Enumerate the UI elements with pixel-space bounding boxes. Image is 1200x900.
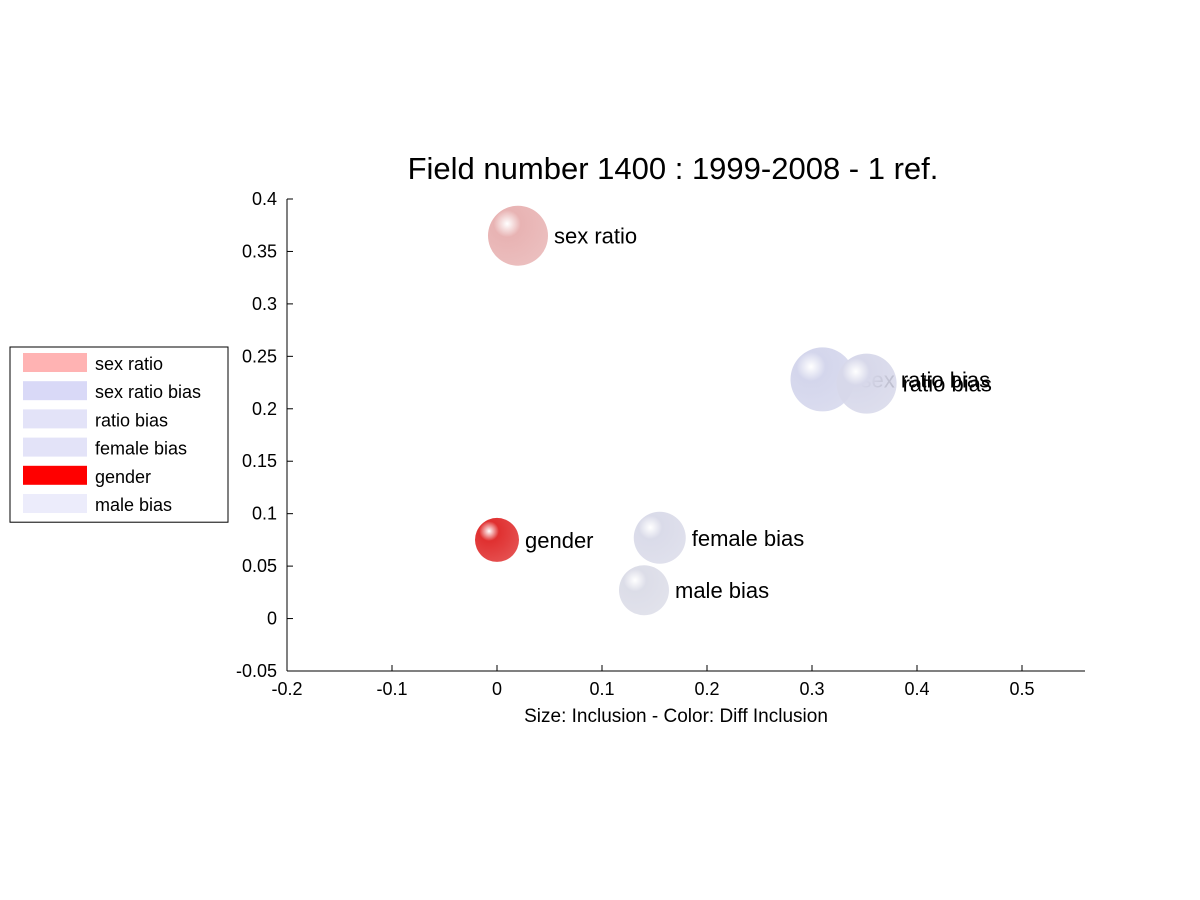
bubble bbox=[633, 511, 686, 564]
legend-label: sex ratio bias bbox=[95, 382, 201, 402]
y-tick-label: 0.4 bbox=[252, 189, 277, 209]
legend-label: female bias bbox=[95, 439, 187, 459]
x-tick-label: 0.3 bbox=[799, 679, 824, 699]
legend-label: ratio bias bbox=[95, 410, 168, 430]
legend-swatch bbox=[23, 465, 87, 485]
bubble-label: ratio bias bbox=[903, 372, 992, 397]
legend-label: sex ratio bbox=[95, 354, 163, 374]
x-axis-label: Size: Inclusion - Color: Diff Inclusion bbox=[524, 706, 828, 727]
y-tick-label: 0.2 bbox=[252, 399, 277, 419]
bubble bbox=[790, 347, 855, 412]
y-tick-label: -0.05 bbox=[236, 661, 277, 681]
bubble-label: female bias bbox=[692, 526, 805, 551]
x-tick-label: -0.1 bbox=[376, 679, 407, 699]
legend-swatch bbox=[23, 409, 87, 429]
bubble bbox=[619, 565, 669, 616]
y-tick-label: 0.1 bbox=[252, 504, 277, 524]
x-tick-label: 0 bbox=[492, 679, 502, 699]
legend-box bbox=[9, 346, 229, 523]
bubble-label: sex ratio bbox=[554, 224, 637, 249]
y-tick-label: 0.35 bbox=[242, 241, 277, 261]
legend-swatch bbox=[23, 437, 87, 457]
y-tick-label: 0.25 bbox=[242, 346, 277, 366]
x-tick-label: 0.1 bbox=[589, 679, 614, 699]
y-tick-label: 0.05 bbox=[242, 556, 277, 576]
legend-swatch bbox=[23, 381, 87, 401]
chart-title: Field number 1400 : 1999-2008 - 1 ref. bbox=[408, 151, 939, 186]
axes: -0.2 -0.1 0 0.1 0.2 0.3 0.4 0.5 -0.05 0 0.05 0.1 0.1… bbox=[236, 189, 1085, 699]
y-tick-label: 0.3 bbox=[252, 294, 277, 314]
legend-label: male bias bbox=[95, 495, 172, 515]
x-tick-label: 0.2 bbox=[694, 679, 719, 699]
bubble-label: male bias bbox=[675, 578, 769, 603]
x-tick-label: 0.5 bbox=[1009, 679, 1034, 699]
y-tick-label: 0 bbox=[267, 609, 277, 629]
bubble-label: gender bbox=[525, 528, 594, 553]
bubble bbox=[488, 205, 548, 266]
bubble bbox=[475, 517, 519, 562]
legend: sex ratio sex ratio bias ratio bias female … bbox=[9, 346, 229, 523]
legend-swatch bbox=[23, 353, 87, 372]
x-tick-label: 0.4 bbox=[904, 679, 929, 699]
x-tick-label: -0.2 bbox=[271, 679, 302, 699]
y-tick-label: 0.15 bbox=[242, 451, 277, 471]
legend-swatch bbox=[23, 494, 87, 513]
bubble bbox=[836, 353, 897, 414]
legend-label: gender bbox=[95, 467, 151, 487]
